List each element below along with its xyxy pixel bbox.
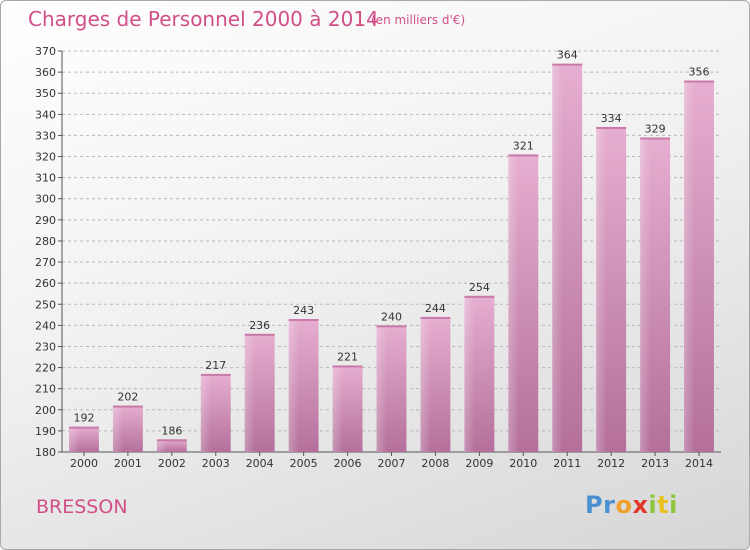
data-label: 356 <box>689 66 710 79</box>
y-tick-label: 210 <box>35 383 56 396</box>
bar-highlight <box>69 426 80 452</box>
commune-name: BRESSON <box>36 496 128 518</box>
bar-top <box>508 154 539 157</box>
data-label: 202 <box>117 391 138 404</box>
x-tick-label: 2008 <box>421 457 449 470</box>
data-label: 321 <box>513 139 534 152</box>
data-label: 221 <box>337 350 358 363</box>
y-tick-label: 240 <box>35 319 56 332</box>
data-label: 243 <box>293 304 314 317</box>
bar-top <box>332 365 363 368</box>
bar-top <box>112 405 143 408</box>
bar-highlight <box>552 63 563 453</box>
x-tick-label: 2001 <box>114 457 142 470</box>
y-tick-label: 290 <box>35 214 56 227</box>
bar-top <box>376 325 407 328</box>
y-tick-label: 270 <box>35 256 56 269</box>
y-tick-label: 330 <box>35 129 56 142</box>
data-label: 254 <box>469 281 490 294</box>
x-tick-label: 2007 <box>378 457 406 470</box>
logo-part-1: Pr <box>585 491 616 519</box>
bar-highlight <box>596 126 607 453</box>
bar-highlight <box>288 319 300 452</box>
x-tick-label: 2009 <box>465 457 493 470</box>
y-tick-label: 260 <box>35 277 56 290</box>
bar-top <box>596 126 627 129</box>
bar-top <box>420 316 451 319</box>
x-tick-label: 2013 <box>641 457 669 470</box>
bar-highlight <box>156 439 168 452</box>
bar-top <box>464 295 495 298</box>
x-tick-label: 2012 <box>597 457 625 470</box>
bar-highlight <box>464 295 475 452</box>
y-tick-label: 200 <box>35 404 56 417</box>
y-tick-label: 280 <box>35 235 56 248</box>
bar-top <box>640 137 671 140</box>
chart-subtitle: (en milliers d'€) <box>371 13 466 27</box>
data-label: 240 <box>381 310 402 323</box>
bar-highlight <box>376 325 388 452</box>
y-tick-label: 340 <box>35 108 56 121</box>
x-tick-label: 2011 <box>553 457 581 470</box>
logo-part-2: o <box>615 491 633 519</box>
y-tick-label: 230 <box>35 340 56 353</box>
y-tick-label: 350 <box>35 87 56 100</box>
y-tick-label: 370 <box>35 45 56 58</box>
y-tick-label: 320 <box>35 151 56 164</box>
bar-highlight <box>332 365 344 452</box>
y-tick-label: 310 <box>35 172 56 185</box>
y-tick-label: 250 <box>35 298 56 311</box>
x-tick-label: 2002 <box>158 457 186 470</box>
data-label: 334 <box>601 112 622 125</box>
bar-highlight <box>200 373 212 452</box>
bar-top <box>288 319 319 322</box>
data-label: 192 <box>73 412 94 425</box>
logo-part-3: x <box>632 491 649 519</box>
bar-top <box>684 80 714 83</box>
x-tick-label: 2006 <box>334 457 362 470</box>
y-tick-label: 300 <box>35 193 56 206</box>
bar-top <box>156 439 187 442</box>
logo-part-5: t <box>657 491 670 519</box>
x-tick-label: 2005 <box>290 457 318 470</box>
bar-top <box>69 426 99 429</box>
bar-highlight <box>684 80 695 453</box>
y-tick-label: 190 <box>35 425 56 438</box>
x-tick-label: 2014 <box>685 457 713 470</box>
y-tick-label: 220 <box>35 362 56 375</box>
bar-top <box>552 63 583 66</box>
bar-highlight <box>244 333 256 452</box>
x-tick-label: 2004 <box>246 457 274 470</box>
chart-title: Charges de Personnel 2000 à 2014 <box>28 7 379 31</box>
y-tick-label: 180 <box>35 446 56 459</box>
logo-part-6: i <box>669 491 678 519</box>
bar-top <box>200 373 231 376</box>
y-tick-label: 360 <box>35 66 56 79</box>
bar-highlight <box>112 405 124 452</box>
data-label: 236 <box>249 319 270 332</box>
data-label: 364 <box>557 49 578 62</box>
bar-top <box>244 333 275 336</box>
bar-highlight <box>508 154 519 453</box>
proxiti-logo: Proxiti <box>585 491 678 519</box>
x-tick-label: 2010 <box>509 457 537 470</box>
bar-highlight <box>420 316 431 452</box>
x-tick-label: 2000 <box>70 457 98 470</box>
data-label: 329 <box>645 123 666 136</box>
x-tick-label: 2003 <box>202 457 230 470</box>
data-label: 244 <box>425 302 446 315</box>
bar-highlight <box>640 137 651 452</box>
data-label: 217 <box>205 359 226 372</box>
logo-part-4: i <box>648 491 658 519</box>
data-label: 186 <box>161 424 182 437</box>
